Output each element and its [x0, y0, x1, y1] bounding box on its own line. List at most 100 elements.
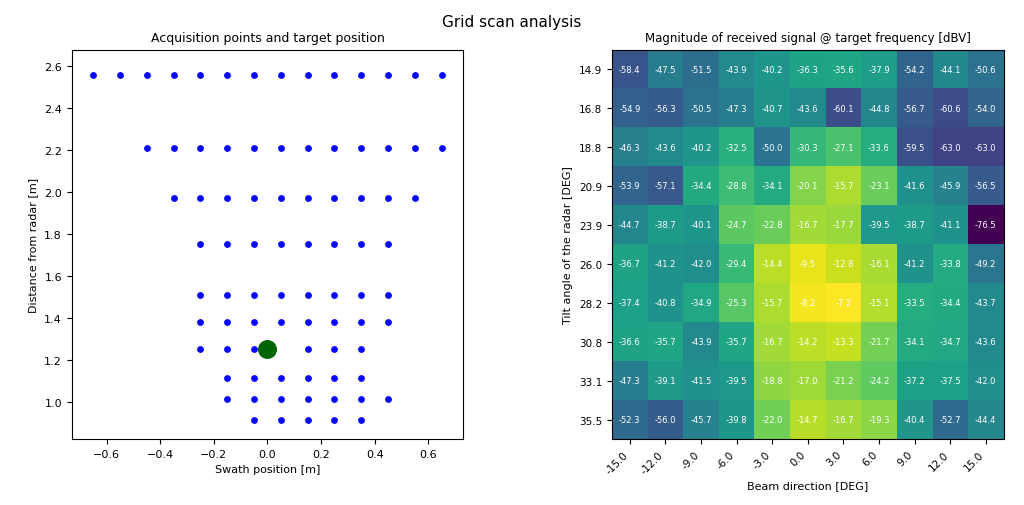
Text: -16.1: -16.1 — [868, 260, 890, 269]
Text: -40.7: -40.7 — [762, 105, 783, 113]
Point — [112, 72, 128, 80]
Text: -13.3: -13.3 — [833, 338, 854, 346]
Text: -34.4: -34.4 — [939, 299, 961, 308]
Point — [299, 195, 315, 203]
Text: -9.5: -9.5 — [800, 260, 816, 269]
Title: Acquisition points and target position: Acquisition points and target position — [151, 32, 384, 45]
Text: -45.9: -45.9 — [939, 182, 961, 191]
Point — [353, 417, 370, 425]
Point — [138, 145, 155, 153]
Text: -45.7: -45.7 — [690, 416, 712, 424]
Text: -47.3: -47.3 — [618, 377, 641, 385]
Text: -16.7: -16.7 — [833, 416, 854, 424]
Point — [380, 395, 396, 403]
Text: -37.5: -37.5 — [939, 377, 961, 385]
Point — [246, 318, 262, 326]
Text: -14.2: -14.2 — [797, 338, 818, 346]
Text: -44.4: -44.4 — [975, 416, 996, 424]
Point — [219, 375, 236, 383]
Point — [327, 318, 343, 326]
Point — [246, 145, 262, 153]
Text: -41.5: -41.5 — [690, 377, 712, 385]
Text: -43.9: -43.9 — [726, 66, 748, 74]
Text: -60.1: -60.1 — [833, 105, 854, 113]
Text: -37.4: -37.4 — [618, 299, 641, 308]
Text: Grid scan analysis: Grid scan analysis — [442, 15, 582, 30]
Text: -21.7: -21.7 — [868, 338, 890, 346]
Text: -35.7: -35.7 — [726, 338, 748, 346]
Text: -12.8: -12.8 — [833, 260, 854, 269]
Text: -54.2: -54.2 — [904, 66, 926, 74]
Text: -34.1: -34.1 — [762, 182, 783, 191]
Text: -22.0: -22.0 — [762, 416, 783, 424]
Text: -41.2: -41.2 — [654, 260, 676, 269]
Point — [219, 241, 236, 249]
Text: -56.0: -56.0 — [654, 416, 676, 424]
Point — [272, 417, 289, 425]
Point — [407, 72, 423, 80]
Point — [353, 375, 370, 383]
Text: -44.8: -44.8 — [868, 105, 890, 113]
Text: -52.7: -52.7 — [939, 416, 961, 424]
Point — [353, 318, 370, 326]
Text: -40.2: -40.2 — [762, 66, 783, 74]
Point — [193, 195, 209, 203]
Text: -34.4: -34.4 — [690, 182, 712, 191]
Text: -14.7: -14.7 — [797, 416, 818, 424]
Point — [246, 345, 262, 353]
Point — [299, 318, 315, 326]
Point — [272, 291, 289, 299]
Text: -34.9: -34.9 — [690, 299, 712, 308]
Point — [193, 345, 209, 353]
Point — [327, 345, 343, 353]
Text: -63.0: -63.0 — [939, 143, 961, 152]
Text: -15.7: -15.7 — [833, 182, 854, 191]
Title: Magnitude of received signal @ target frequency [dBV]: Magnitude of received signal @ target fr… — [645, 32, 971, 45]
Point — [299, 375, 315, 383]
Point — [219, 395, 236, 403]
Text: -51.5: -51.5 — [690, 66, 712, 74]
Text: -32.5: -32.5 — [726, 143, 748, 152]
Text: -58.4: -58.4 — [620, 66, 641, 74]
Text: -14.4: -14.4 — [762, 260, 783, 269]
Point — [299, 417, 315, 425]
Text: -40.8: -40.8 — [654, 299, 676, 308]
Text: -17.0: -17.0 — [797, 377, 818, 385]
Text: -46.3: -46.3 — [618, 143, 641, 152]
Y-axis label: Distance from radar [m]: Distance from radar [m] — [29, 177, 39, 313]
X-axis label: Swath position [m]: Swath position [m] — [215, 465, 321, 475]
Point — [272, 72, 289, 80]
Point — [272, 395, 289, 403]
Point — [353, 241, 370, 249]
Text: -39.1: -39.1 — [654, 377, 676, 385]
Text: -44.1: -44.1 — [939, 66, 961, 74]
Text: -50.5: -50.5 — [690, 105, 712, 113]
Text: -15.7: -15.7 — [762, 299, 783, 308]
Point — [246, 72, 262, 80]
Point — [353, 72, 370, 80]
Point — [299, 291, 315, 299]
Text: -43.9: -43.9 — [690, 338, 712, 346]
Text: -41.2: -41.2 — [904, 260, 926, 269]
Point — [299, 241, 315, 249]
Text: -35.6: -35.6 — [833, 66, 854, 74]
Text: -24.7: -24.7 — [726, 221, 748, 230]
Text: -36.7: -36.7 — [618, 260, 641, 269]
Text: -25.3: -25.3 — [726, 299, 748, 308]
Point — [193, 318, 209, 326]
Text: -42.0: -42.0 — [690, 260, 712, 269]
Text: -34.1: -34.1 — [904, 338, 926, 346]
Y-axis label: Tilt angle of the radar [DEG]: Tilt angle of the radar [DEG] — [563, 166, 573, 324]
Text: -38.7: -38.7 — [654, 221, 676, 230]
Text: -39.5: -39.5 — [868, 221, 890, 230]
Text: -53.9: -53.9 — [620, 182, 641, 191]
Text: -43.6: -43.6 — [797, 105, 818, 113]
Point — [380, 291, 396, 299]
Text: -33.8: -33.8 — [939, 260, 961, 269]
Text: -18.8: -18.8 — [762, 377, 783, 385]
Text: -20.1: -20.1 — [797, 182, 818, 191]
Point — [193, 241, 209, 249]
Point — [327, 375, 343, 383]
Point — [353, 291, 370, 299]
Point — [166, 72, 182, 80]
